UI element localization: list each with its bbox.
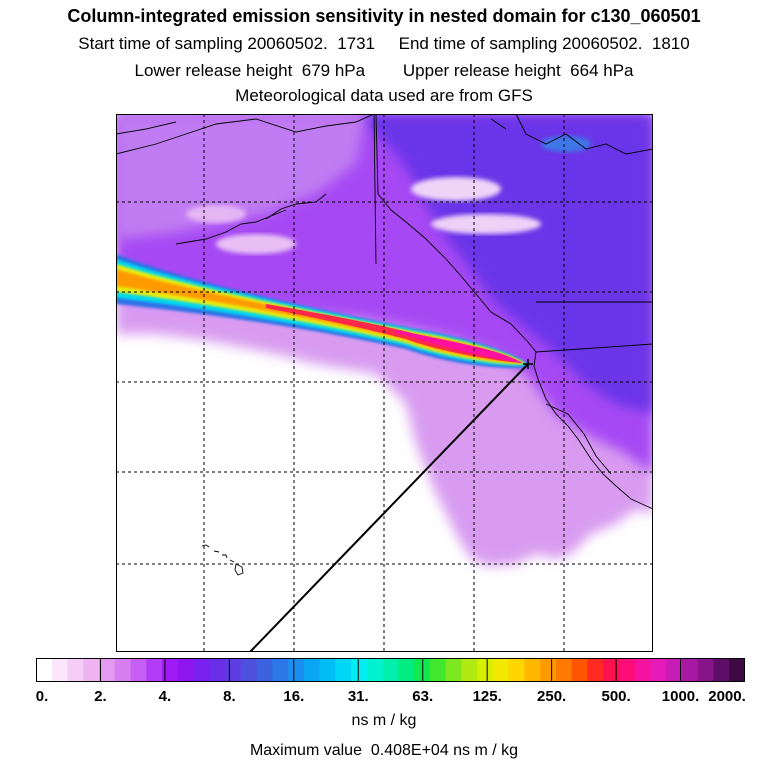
colorbar-cell [366, 658, 384, 682]
colorbar-cell [666, 658, 683, 682]
colorbar-cell [587, 658, 604, 682]
blue-patch [541, 136, 591, 152]
map-frame [116, 114, 653, 652]
colorbar-tick-label: 2. [94, 688, 107, 705]
maximum-value-text: Maximum value 0.408E+04 ns m / kg [249, 742, 519, 759]
colorbar-tick-label: 0. [35, 688, 49, 705]
sensitivity-map [116, 114, 653, 652]
colorbar-cell [240, 658, 258, 682]
colorbar-cell [177, 658, 195, 682]
colorbar-cell [650, 658, 667, 682]
colorbar-cell [681, 658, 699, 682]
pale-patch [411, 177, 501, 201]
colorbar-cell [36, 658, 53, 682]
pale-patch [431, 214, 541, 234]
colorbar-cell [729, 658, 745, 682]
colorbar-tick-label: 2000. [708, 688, 746, 705]
colorbar-cell [193, 658, 210, 682]
colorbar-cell [288, 658, 305, 682]
sampling-time-line: Start time of sampling 20060502. 1731 En… [78, 34, 690, 53]
colorbar-cell [162, 658, 179, 682]
colorbar-cell [209, 658, 226, 682]
colorbar-tick-label: 125. [472, 688, 502, 705]
colorbar-cell [461, 658, 478, 682]
colorbar-cell [83, 658, 100, 682]
colorbar-cell [555, 658, 573, 682]
colorbar-cell [382, 658, 399, 682]
colorbar-cell [319, 658, 336, 682]
colorbar [36, 658, 745, 682]
colorbar-cell [492, 658, 510, 682]
colorbar-cell [351, 658, 368, 682]
trajectory-line [249, 363, 529, 652]
colorbar-cell [114, 658, 132, 682]
colorbar-cell [634, 658, 651, 682]
colorbar-cell [67, 658, 84, 682]
colorbar-cell [303, 658, 321, 682]
pale-patch [186, 205, 246, 223]
colorbar-tick-label: 4. [158, 688, 172, 705]
plume-magenta [396, 330, 522, 363]
colorbar-cell [477, 658, 494, 682]
colorbar-cell [713, 658, 730, 682]
colorbar-cell [445, 658, 462, 682]
colorbar-cell [603, 658, 620, 682]
colorbar-cell [697, 658, 714, 682]
colorbar-tick-label: 8. [223, 688, 236, 705]
pale-patch [216, 234, 296, 254]
colorbar-tick-label: 16. [283, 688, 305, 705]
colorbar-unit: ns m / kg [351, 712, 417, 729]
colorbar-cell [618, 658, 636, 682]
sensitivity-field-southwest [116, 114, 366, 239]
colorbar-cell [99, 658, 116, 682]
plot-title: Column-integrated emission sensitivity i… [67, 6, 701, 26]
colorbar-tick-label: 1000. [661, 688, 700, 705]
colorbar-cell [429, 658, 447, 682]
colorbar-cell [524, 658, 541, 682]
colorbar-cell [225, 658, 242, 682]
colorbar-cell [335, 658, 352, 682]
release-height-line: Lower release height 679 hPa Upper relea… [134, 61, 634, 80]
colorbar-cell [272, 658, 289, 682]
coastlines [116, 114, 653, 510]
colorbar-tick-label: 500. [601, 688, 631, 705]
release-point-marker [523, 359, 533, 369]
colorbar-cell [51, 658, 69, 682]
colorbar-cell [398, 658, 415, 682]
colorbar-cell [130, 658, 147, 682]
colorbar-tick-label: 63. [412, 688, 434, 705]
colorbar-frame [36, 658, 745, 682]
met-data-line: Meteorological data used are from GFS [235, 86, 533, 105]
colorbar-cell [256, 658, 273, 682]
colorbar-tick-label: 31. [347, 688, 369, 705]
colorbar-cell [540, 658, 557, 682]
colorbar-cell [508, 658, 525, 682]
hawaii-islands [201, 544, 244, 576]
colorbar-tick-label: 250. [537, 688, 567, 705]
colorbar-cell [146, 658, 163, 682]
colorbar-cell [571, 658, 588, 682]
